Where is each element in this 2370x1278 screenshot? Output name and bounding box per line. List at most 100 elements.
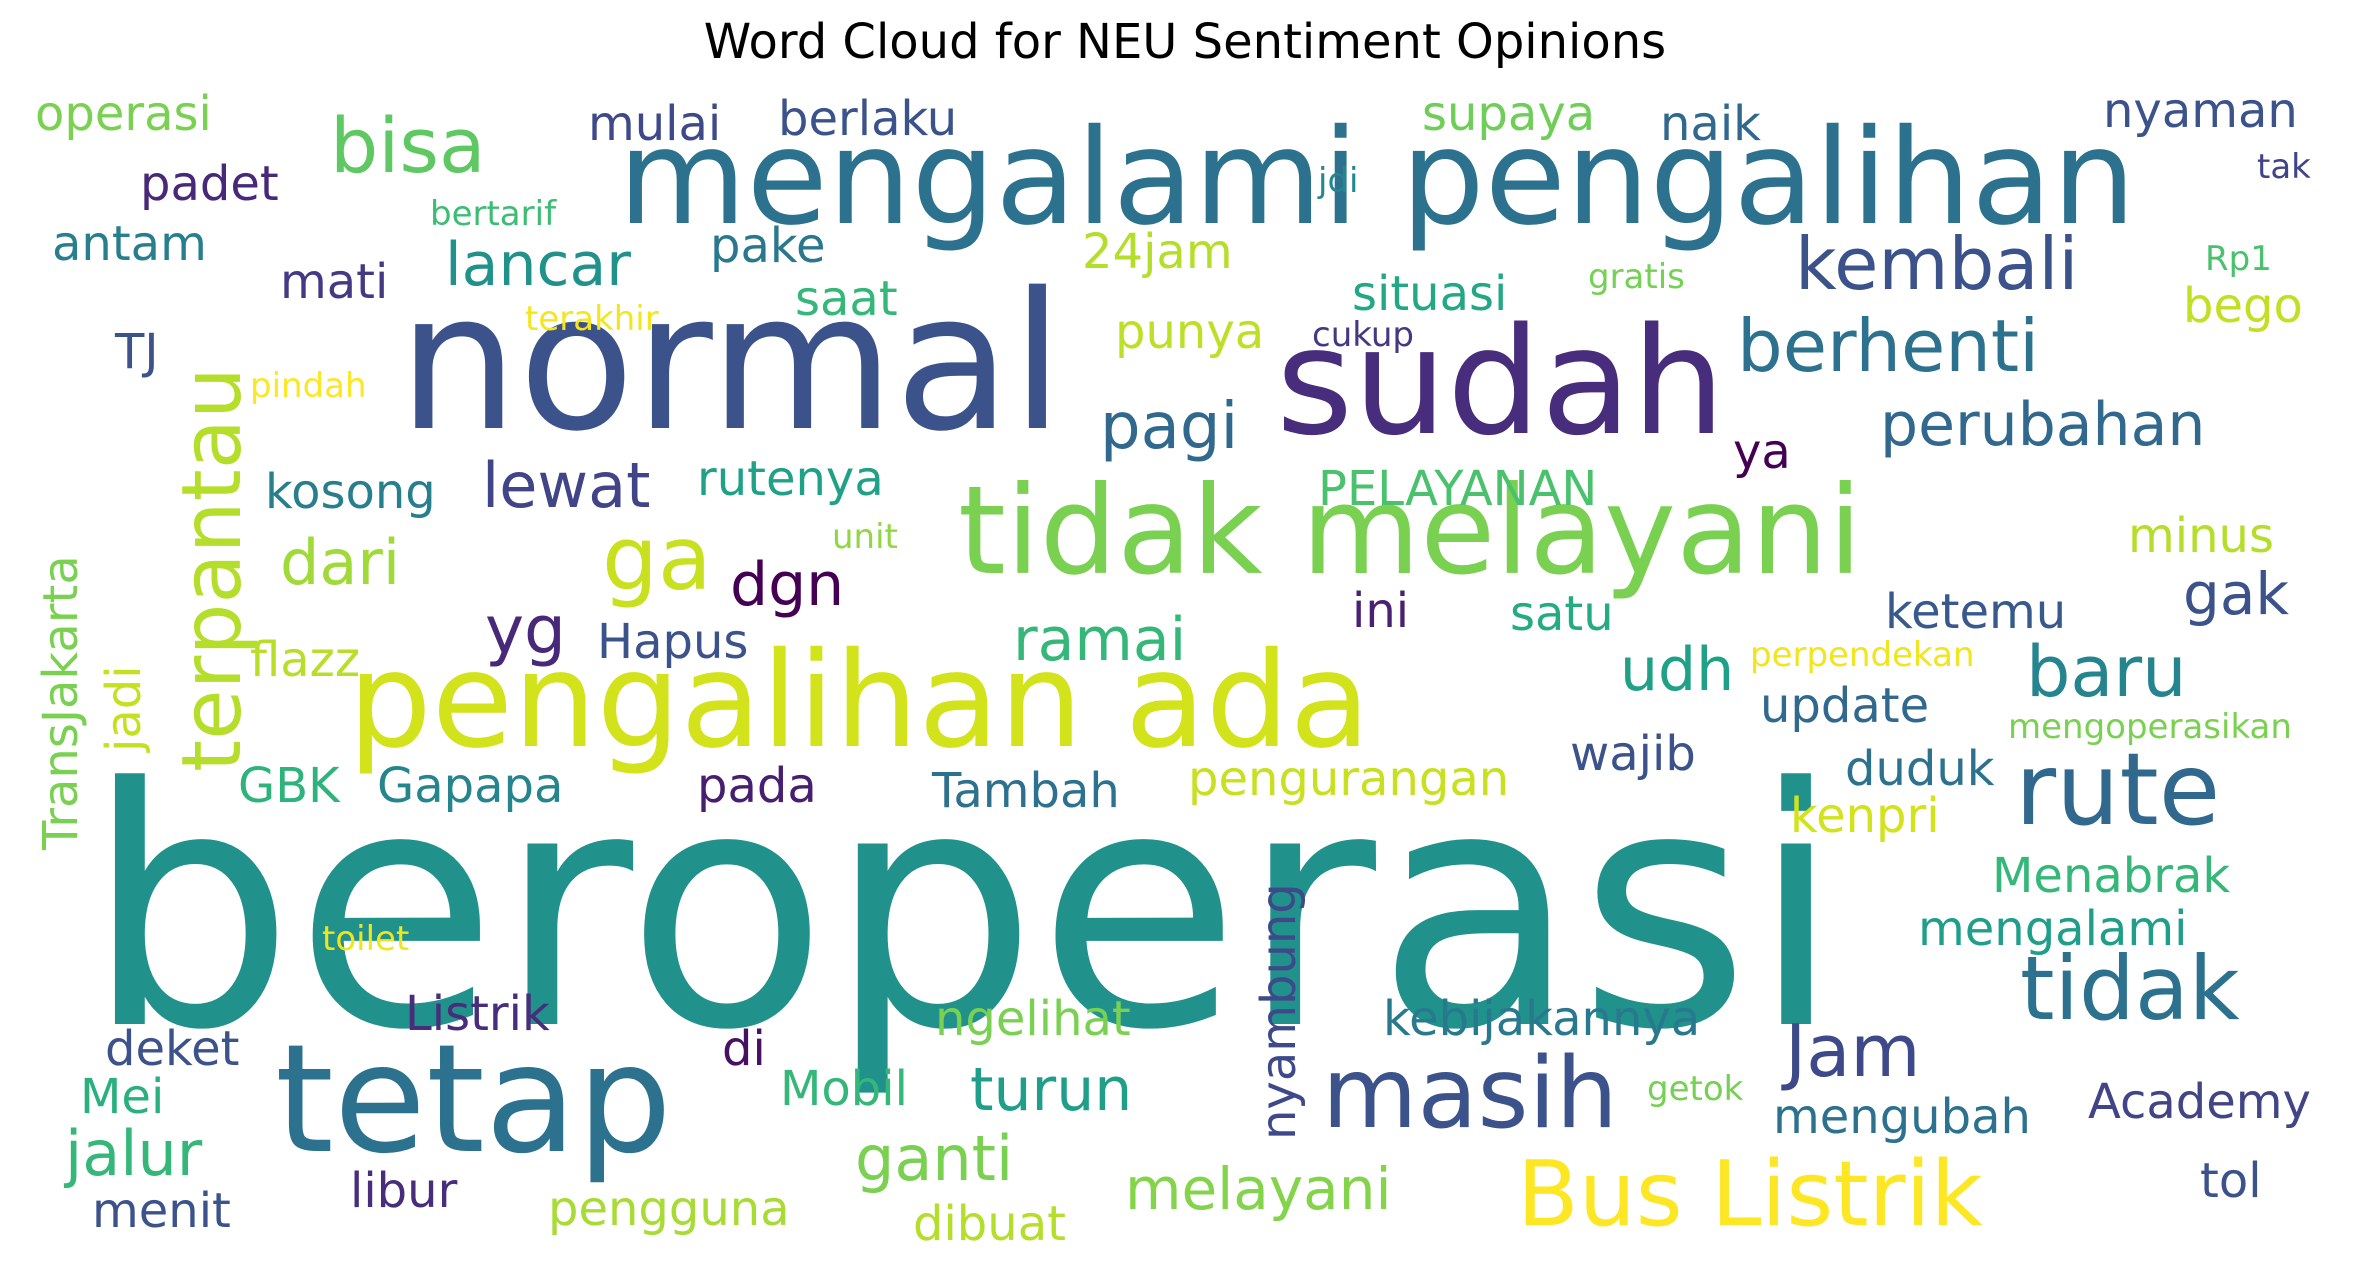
word-di: di bbox=[722, 1021, 766, 1077]
word-masih: masih bbox=[1322, 1037, 1618, 1151]
word-melayani: melayani bbox=[1125, 1155, 1392, 1223]
word-dgn: dgn bbox=[730, 550, 845, 620]
word-hapus: Hapus bbox=[597, 614, 749, 670]
word-terakhir: terakhir bbox=[525, 299, 659, 339]
word-minus: minus bbox=[2128, 508, 2274, 564]
word-ga: ga bbox=[602, 507, 712, 610]
word-saat: saat bbox=[795, 271, 898, 327]
word-mei: Mei bbox=[80, 1069, 165, 1125]
word-kosong: kosong bbox=[265, 464, 436, 520]
word-pagi: pagi bbox=[1100, 390, 1239, 464]
word-situasi: situasi bbox=[1352, 266, 1508, 322]
word-jdi: jdi bbox=[1318, 161, 1359, 201]
word-dibuat: dibuat bbox=[913, 1196, 1066, 1252]
word-mengubah: mengubah bbox=[1773, 1089, 2031, 1145]
word-ganti: ganti bbox=[855, 1122, 1014, 1195]
word-ya: ya bbox=[1733, 424, 1791, 480]
word-mengalami-pengalihan: mengalami pengalihan bbox=[618, 101, 2136, 255]
chart-title: Word Cloud for NEU Sentiment Opinions bbox=[703, 14, 1667, 70]
word-libur: libur bbox=[350, 1163, 458, 1219]
word-nyaman: nyaman bbox=[2103, 83, 2298, 139]
word-menit: menit bbox=[92, 1183, 231, 1239]
word-gbk: GBK bbox=[238, 758, 340, 814]
word-lewat: lewat bbox=[482, 449, 651, 522]
word-mengalami: mengalami bbox=[1918, 901, 2188, 957]
word-supaya: supaya bbox=[1422, 86, 1596, 142]
word-padet: padet bbox=[140, 156, 279, 212]
word-naik: naik bbox=[1660, 96, 1761, 152]
word-bego: bego bbox=[2183, 278, 2303, 334]
word-update: update bbox=[1760, 678, 1930, 734]
word-sudah: sudah bbox=[1276, 296, 1726, 468]
word-rute: rute bbox=[2015, 731, 2221, 848]
word-ngelihat: ngelihat bbox=[935, 991, 1131, 1047]
word-normal: normal bbox=[398, 252, 1064, 473]
word-flazz: flazz bbox=[250, 632, 361, 688]
word-ketemu: ketemu bbox=[1885, 584, 2067, 640]
word-toilet: toilet bbox=[322, 919, 410, 959]
word-jalur: jalur bbox=[65, 1117, 203, 1190]
word-rp1: Rp1 bbox=[2205, 239, 2272, 279]
word-antam: antam bbox=[52, 216, 207, 272]
word-wajib: wajib bbox=[1570, 726, 1696, 782]
word-tol: tol bbox=[2200, 1153, 2262, 1209]
word-mobil: Mobil bbox=[780, 1061, 908, 1117]
word-pake: pake bbox=[710, 218, 826, 274]
word-cukup: cukup bbox=[1312, 315, 1415, 355]
word-berhenti: berhenti bbox=[1737, 304, 2040, 388]
word-tidak: tidak bbox=[2020, 937, 2240, 1040]
word-perpendekan: perpendekan bbox=[1750, 635, 1975, 675]
word-berlaku: berlaku bbox=[778, 91, 958, 147]
word-satu: satu bbox=[1510, 586, 1614, 642]
word-getok: getok bbox=[1647, 1069, 1744, 1109]
word-yg: yg bbox=[485, 592, 566, 669]
word-baru: baru bbox=[2026, 631, 2187, 713]
word-listrik: Listrik bbox=[405, 986, 550, 1042]
word-jam: Jam bbox=[1785, 1009, 1921, 1093]
word-udh: udh bbox=[1620, 635, 1735, 705]
word-pengurangan: pengurangan bbox=[1188, 751, 1510, 807]
word-tetap: tetap bbox=[275, 1013, 673, 1187]
word-terpantau: terpantau bbox=[165, 367, 260, 772]
word-menabrak: Menabrak bbox=[1992, 848, 2231, 904]
word-tidak-melayani: tidak melayani bbox=[958, 460, 1863, 602]
word-pindah: pindah bbox=[250, 366, 367, 406]
word-gratis: gratis bbox=[1588, 257, 1685, 297]
word-tak: tak bbox=[2257, 147, 2311, 187]
word-kembali: kembali bbox=[1795, 222, 2079, 306]
word-bisa: bisa bbox=[330, 101, 486, 190]
word-perubahan: perubahan bbox=[1880, 390, 2206, 460]
word-mulai: mulai bbox=[588, 96, 722, 152]
word-academy: Academy bbox=[2088, 1074, 2311, 1130]
word-pengalihan-ada: pengalihan ada bbox=[348, 624, 1371, 778]
word-tj: TJ bbox=[115, 324, 159, 380]
word-bertarif: bertarif bbox=[430, 194, 557, 234]
word-deket: deket bbox=[105, 1021, 240, 1077]
word-rutenya: rutenya bbox=[697, 451, 884, 507]
word-pada: pada bbox=[697, 758, 817, 814]
word-beroperasi: beroperasi bbox=[85, 718, 1842, 1102]
word-duduk: duduk bbox=[1845, 741, 1995, 797]
word-jadi: jadi bbox=[96, 665, 152, 752]
word-bus-listrik: Bus Listrik bbox=[1517, 1142, 1983, 1247]
word-transjakarta: TransJakarta bbox=[33, 555, 89, 850]
word-nyambung: nyambung bbox=[1251, 883, 1307, 1140]
word-gapapa: Gapapa bbox=[377, 758, 564, 814]
word-24jam: 24jam bbox=[1082, 224, 1233, 280]
word-ramai: ramai bbox=[1013, 605, 1187, 675]
word-unit: unit bbox=[832, 517, 898, 557]
word-lancar: lancar bbox=[445, 230, 631, 300]
word-punya: punya bbox=[1115, 304, 1265, 360]
word-mengoperasikan: mengoperasikan bbox=[2008, 707, 2292, 747]
word-operasi: operasi bbox=[35, 86, 212, 142]
word-gak: gak bbox=[2183, 560, 2289, 628]
word-pelayanan: PELAYANAN bbox=[1318, 461, 1598, 517]
word-kebijakannya: kebijakannya bbox=[1383, 991, 1701, 1047]
word-pengguna: pengguna bbox=[548, 1181, 790, 1237]
word-ini: ini bbox=[1352, 583, 1410, 639]
word-tambah: Tambah bbox=[932, 763, 1120, 819]
word-mati: mati bbox=[280, 254, 389, 310]
word-turun: turun bbox=[970, 1055, 1133, 1125]
word-kenpri: kenpri bbox=[1790, 788, 1940, 844]
